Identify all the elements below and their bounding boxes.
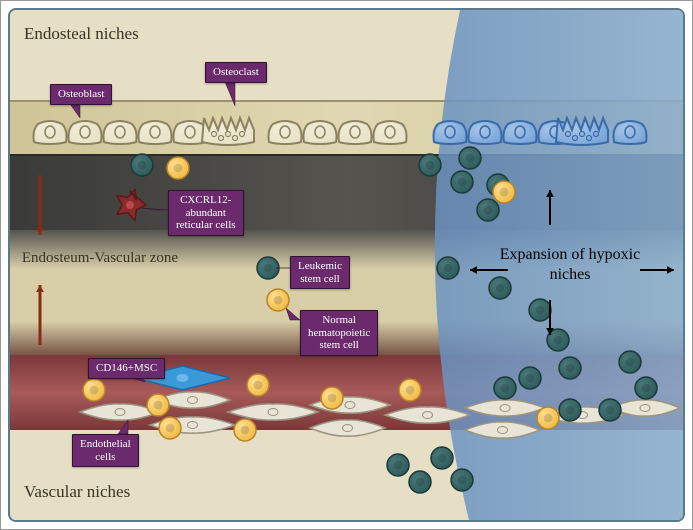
region-hypoxic: Expansion of hypoxic niches xyxy=(490,245,650,285)
region-vascular: Vascular niches xyxy=(24,482,130,502)
label-normal: Normal hematopoietic stem cell xyxy=(300,310,378,356)
label-osteoclast: Osteoclast xyxy=(205,62,267,83)
label-osteoblast: Osteoblast xyxy=(50,84,112,105)
region-endosteal: Endosteal niches xyxy=(24,24,139,44)
label-endothelial: Endothelial cells xyxy=(72,434,139,467)
label-cd146: CD146+MSC xyxy=(88,358,165,379)
figure-frame: { "regions": { "endosteal": "Endosteal n… xyxy=(0,0,693,530)
diagram-canvas: { "regions": { "endosteal": "Endosteal n… xyxy=(8,8,685,522)
region-zone: Endosteum-Vascular zone xyxy=(20,250,180,267)
label-leukemic: Leukemic stem cell xyxy=(290,256,350,289)
label-cxcrl12: CXCRL12- abundant reticular cells xyxy=(168,190,244,236)
